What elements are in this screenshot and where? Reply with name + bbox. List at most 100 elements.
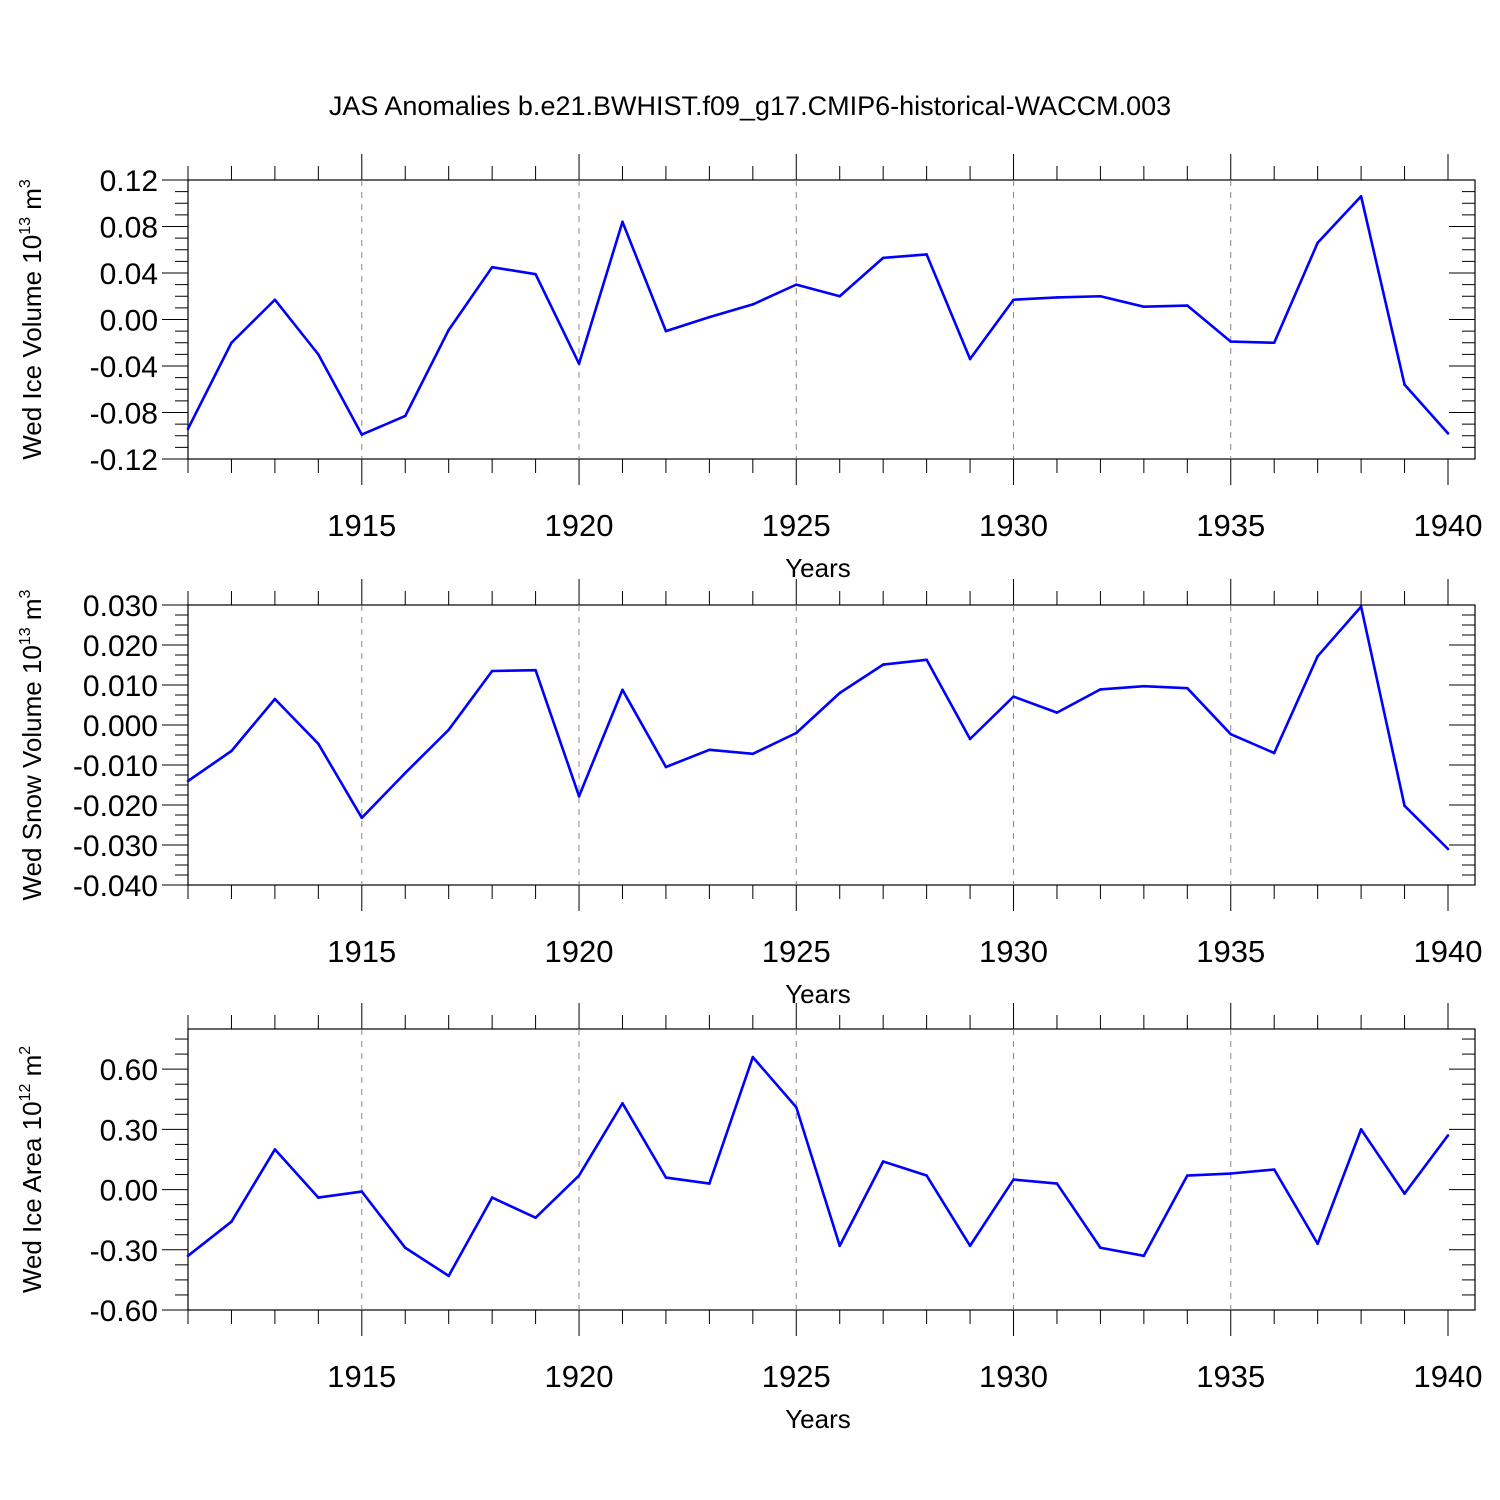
x-tick-label: 1930 (979, 934, 1048, 969)
data-point (751, 1055, 755, 1059)
data-point (708, 748, 711, 752)
data-point (751, 303, 755, 306)
x-tick-label: 1930 (979, 1359, 1048, 1394)
data-point (751, 752, 755, 756)
data-point (317, 353, 320, 356)
y-tick-label: 0.00 (100, 305, 158, 338)
x-tick-label: 1930 (979, 508, 1048, 543)
data-point (1186, 686, 1189, 690)
y-axis-label: Wed Ice Volume 1013 m3 (17, 179, 47, 460)
y-axis-label: Wed Snow Volume 1013 m3 (17, 589, 47, 900)
y-tick-label: -0.30 (90, 1235, 158, 1268)
data-point (1012, 1178, 1015, 1181)
data-point (1229, 340, 1233, 343)
data-point (273, 298, 277, 302)
y-tick-label: 0.010 (83, 670, 158, 703)
data-point (534, 1216, 537, 1219)
data-point (1229, 732, 1233, 736)
data-point (838, 294, 842, 298)
data-point (1012, 695, 1015, 698)
data-point (577, 362, 581, 365)
data-point (664, 1176, 668, 1179)
x-tick-label: 1925 (762, 934, 831, 969)
data-point (925, 253, 928, 256)
x-axis-label: Years (785, 553, 851, 583)
data-point (403, 1246, 407, 1250)
x-tick-label: 1940 (1414, 934, 1483, 969)
plot-frame (187, 604, 1476, 886)
data-point (447, 1274, 450, 1278)
series-line (187, 1055, 1450, 1278)
data-point (1012, 298, 1015, 302)
data-point (1055, 711, 1059, 714)
x-tick-label: 1940 (1414, 1359, 1483, 1394)
data-point (186, 1254, 190, 1258)
data-point (1142, 1254, 1146, 1258)
data-point (1055, 1182, 1059, 1185)
x-tick-label: 1940 (1414, 508, 1483, 543)
data-point (1229, 1172, 1233, 1175)
data-point (621, 1101, 624, 1105)
data-point (1403, 804, 1406, 808)
data-point (360, 433, 364, 436)
y-tick-label: -0.04 (90, 351, 158, 384)
panel-snow-volume: -0.040 -0.030 -0.020 -0.010 0.000 0.010 0.020 0… (17, 579, 1482, 1009)
data-point (273, 697, 277, 701)
x-tick-label: 1925 (762, 508, 831, 543)
data-point (1316, 1242, 1319, 1246)
data-point (968, 357, 972, 361)
data-point (1055, 296, 1059, 299)
series-line (186, 194, 1449, 436)
data-point (317, 742, 320, 746)
x-tick-label: 1920 (545, 934, 614, 969)
data-point (273, 1148, 277, 1151)
data-point (230, 341, 233, 345)
data-point (230, 1220, 233, 1223)
data-point (1359, 605, 1363, 608)
data-point (925, 658, 928, 662)
y-tick-label: 0.020 (83, 630, 158, 663)
data-point (881, 1160, 885, 1163)
x-tick-label: 1915 (327, 1359, 396, 1394)
series-line (187, 605, 1449, 850)
x-tick-label: 1925 (762, 1359, 831, 1394)
data-point (968, 1244, 972, 1248)
data-point (968, 737, 972, 741)
y-tick-label: -0.030 (73, 830, 158, 863)
data-point (577, 794, 581, 798)
data-point (1272, 1168, 1276, 1171)
data-point (838, 1244, 842, 1248)
data-point (186, 779, 190, 783)
y-tick-label: 0.04 (100, 258, 158, 291)
data-point (447, 328, 450, 332)
data-point (838, 691, 842, 695)
data-point (1446, 1134, 1450, 1137)
x-tick-label: 1915 (327, 508, 396, 543)
panel-ice-volume: -0.12 -0.08 -0.04 0.00 0.04 0.08 0.12 1915 1920 1… (17, 154, 1482, 583)
data-point (186, 427, 190, 431)
data-point (1359, 194, 1363, 198)
data-point (1142, 305, 1146, 309)
x-axis-label: Years (785, 1404, 851, 1434)
data-point (230, 749, 233, 753)
data-point (881, 256, 885, 260)
data-point (664, 765, 668, 769)
data-point (490, 265, 494, 269)
y-tick-label: 0.08 (100, 212, 158, 245)
y-axis-label: Wed Ice Area 1012 m2 (17, 1046, 47, 1293)
data-point (794, 283, 798, 286)
data-point (1316, 241, 1319, 245)
y-tick-label: 0.30 (100, 1114, 158, 1147)
data-point (577, 1174, 581, 1177)
x-tick-label: 1935 (1196, 1359, 1265, 1394)
y-tick-label: -0.60 (90, 1295, 158, 1328)
data-point (1099, 688, 1102, 691)
data-point (403, 771, 407, 775)
data-point (490, 669, 494, 673)
data-point (317, 1196, 320, 1199)
data-point (1272, 751, 1276, 755)
data-point (1359, 1128, 1363, 1131)
x-tick-label: 1935 (1196, 508, 1265, 543)
data-point (447, 728, 450, 732)
